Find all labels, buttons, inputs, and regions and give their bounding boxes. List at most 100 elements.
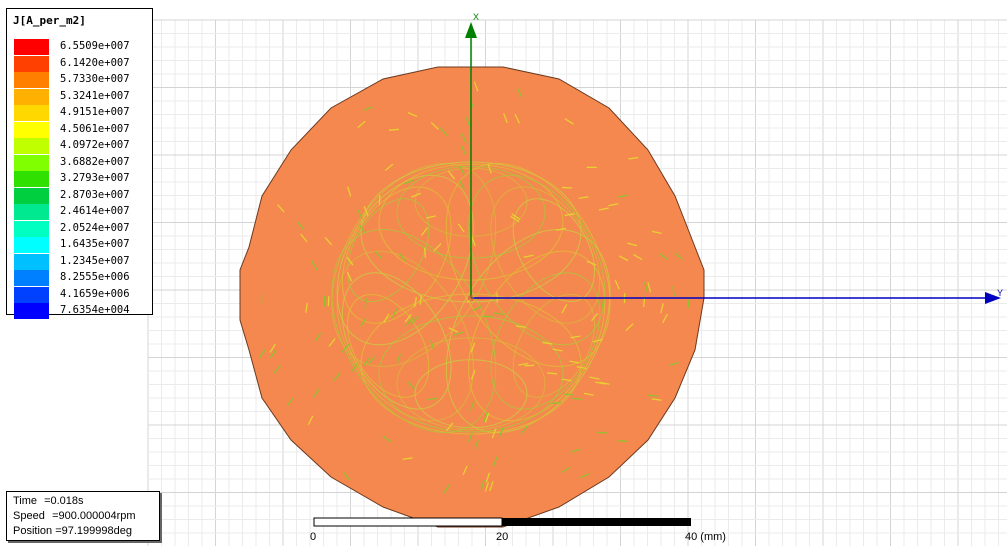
field-arrow <box>362 357 370 367</box>
field-arrow <box>561 186 572 189</box>
field-arrow <box>273 364 281 374</box>
field-arrow <box>439 127 448 136</box>
field-arrow <box>358 224 366 234</box>
field-arrow <box>651 398 662 401</box>
field-arrow <box>374 250 383 260</box>
field-arrow <box>470 342 476 353</box>
legend-row: 2.0524e+007 <box>14 220 150 237</box>
streamline <box>346 198 430 303</box>
field-arrow <box>407 381 416 390</box>
field-arrow <box>552 348 563 352</box>
field-arrow <box>583 392 594 396</box>
legend-row: 5.3241e+007 <box>14 88 150 105</box>
legend-value: 3.6882e+007 <box>60 155 130 168</box>
simulation-info-box: Time =0.018s Speed =900.000004rpm Positi… <box>6 491 160 541</box>
field-arrow <box>391 308 398 318</box>
legend-swatch <box>14 253 49 270</box>
field-arrow <box>461 133 467 144</box>
field-arrow <box>384 163 394 171</box>
field-arrow <box>547 372 558 375</box>
streamline <box>378 315 564 433</box>
legend-row: 3.2793e+007 <box>14 171 150 187</box>
field-arrow <box>404 179 414 185</box>
field-arrow <box>564 213 575 217</box>
field-arrow <box>647 282 652 293</box>
legend-row: 1.6435e+007 <box>14 237 150 253</box>
legend-swatch <box>14 55 49 72</box>
speed-value: =900.000004rpm <box>52 510 136 522</box>
legend-row: 8.2555e+006 <box>14 270 150 286</box>
field-arrow <box>480 479 485 490</box>
legend-value: 4.1659e+006 <box>60 287 130 300</box>
legend-swatch <box>14 171 49 187</box>
legend-swatch <box>14 138 49 154</box>
legend-swatch <box>14 286 49 303</box>
field-arrow <box>595 381 606 385</box>
field-arrow <box>491 428 497 439</box>
legend-swatch <box>14 39 49 55</box>
field-arrow <box>346 256 354 266</box>
field-arrow <box>314 332 322 342</box>
time-readout: Time =0.018s <box>13 495 84 507</box>
field-arrow <box>625 323 634 332</box>
legend-value: 1.2345e+007 <box>60 254 130 267</box>
field-arrow <box>333 372 341 381</box>
field-arrow <box>458 180 465 190</box>
field-arrow <box>627 242 638 247</box>
streamline <box>445 229 611 433</box>
field-arrow <box>647 394 658 397</box>
field-arrow <box>300 233 308 243</box>
streamline <box>336 174 474 346</box>
legend-row: 6.5509e+007 <box>14 39 150 55</box>
legend-swatch <box>14 237 49 253</box>
field-arrow <box>471 236 476 247</box>
legend-value: 4.9151e+007 <box>60 106 130 118</box>
field-arrow <box>474 439 479 450</box>
streamline <box>396 337 546 431</box>
field-arrow <box>305 302 308 313</box>
legend-swatch <box>14 121 49 138</box>
field-arrow <box>343 472 351 481</box>
streamline <box>490 272 601 410</box>
scale-tick-40: 40 (mm) <box>685 531 726 543</box>
field-arrow <box>462 465 468 476</box>
position-label: Position <box>13 525 53 537</box>
field-arrow <box>564 118 574 125</box>
field-arrow <box>350 363 358 373</box>
field-arrow <box>591 312 599 322</box>
legend-row: 5.7330e+007 <box>14 72 150 88</box>
field-arrow <box>487 163 492 174</box>
legend-swatch <box>14 204 49 220</box>
field-arrow <box>592 338 603 343</box>
field-arrow <box>514 113 520 124</box>
field-arrow <box>551 401 562 405</box>
legend-value: 6.5509e+007 <box>60 40 130 52</box>
field-arrow <box>269 343 276 353</box>
legend-value: 6.1420e+007 <box>60 56 130 69</box>
field-arrow <box>555 227 566 231</box>
field-arrow <box>269 349 277 359</box>
legend-row: 2.8703e+007 <box>14 187 150 204</box>
legend-row: 4.9151e+007 <box>14 105 150 121</box>
field-arrow <box>465 117 471 127</box>
field-arrow <box>524 364 535 367</box>
field-arrow <box>420 227 429 236</box>
field-arrow <box>286 397 295 406</box>
scale-tick-0: 0 <box>310 531 317 543</box>
field-arrow <box>363 206 369 216</box>
streamline <box>346 293 430 398</box>
field-arrow <box>443 484 450 494</box>
x-axis-label: X <box>473 12 479 22</box>
field-arrow <box>368 355 376 365</box>
field-arrow <box>447 170 456 180</box>
field-arrow <box>402 457 413 460</box>
field-arrow <box>473 81 479 92</box>
legend-swatch <box>14 303 49 319</box>
streamline <box>336 250 474 422</box>
field-arrow <box>502 113 508 124</box>
field-arrow <box>470 369 476 380</box>
x-axis-arrowhead <box>465 22 477 38</box>
field-arrow <box>277 204 285 213</box>
field-arrow <box>378 195 381 206</box>
